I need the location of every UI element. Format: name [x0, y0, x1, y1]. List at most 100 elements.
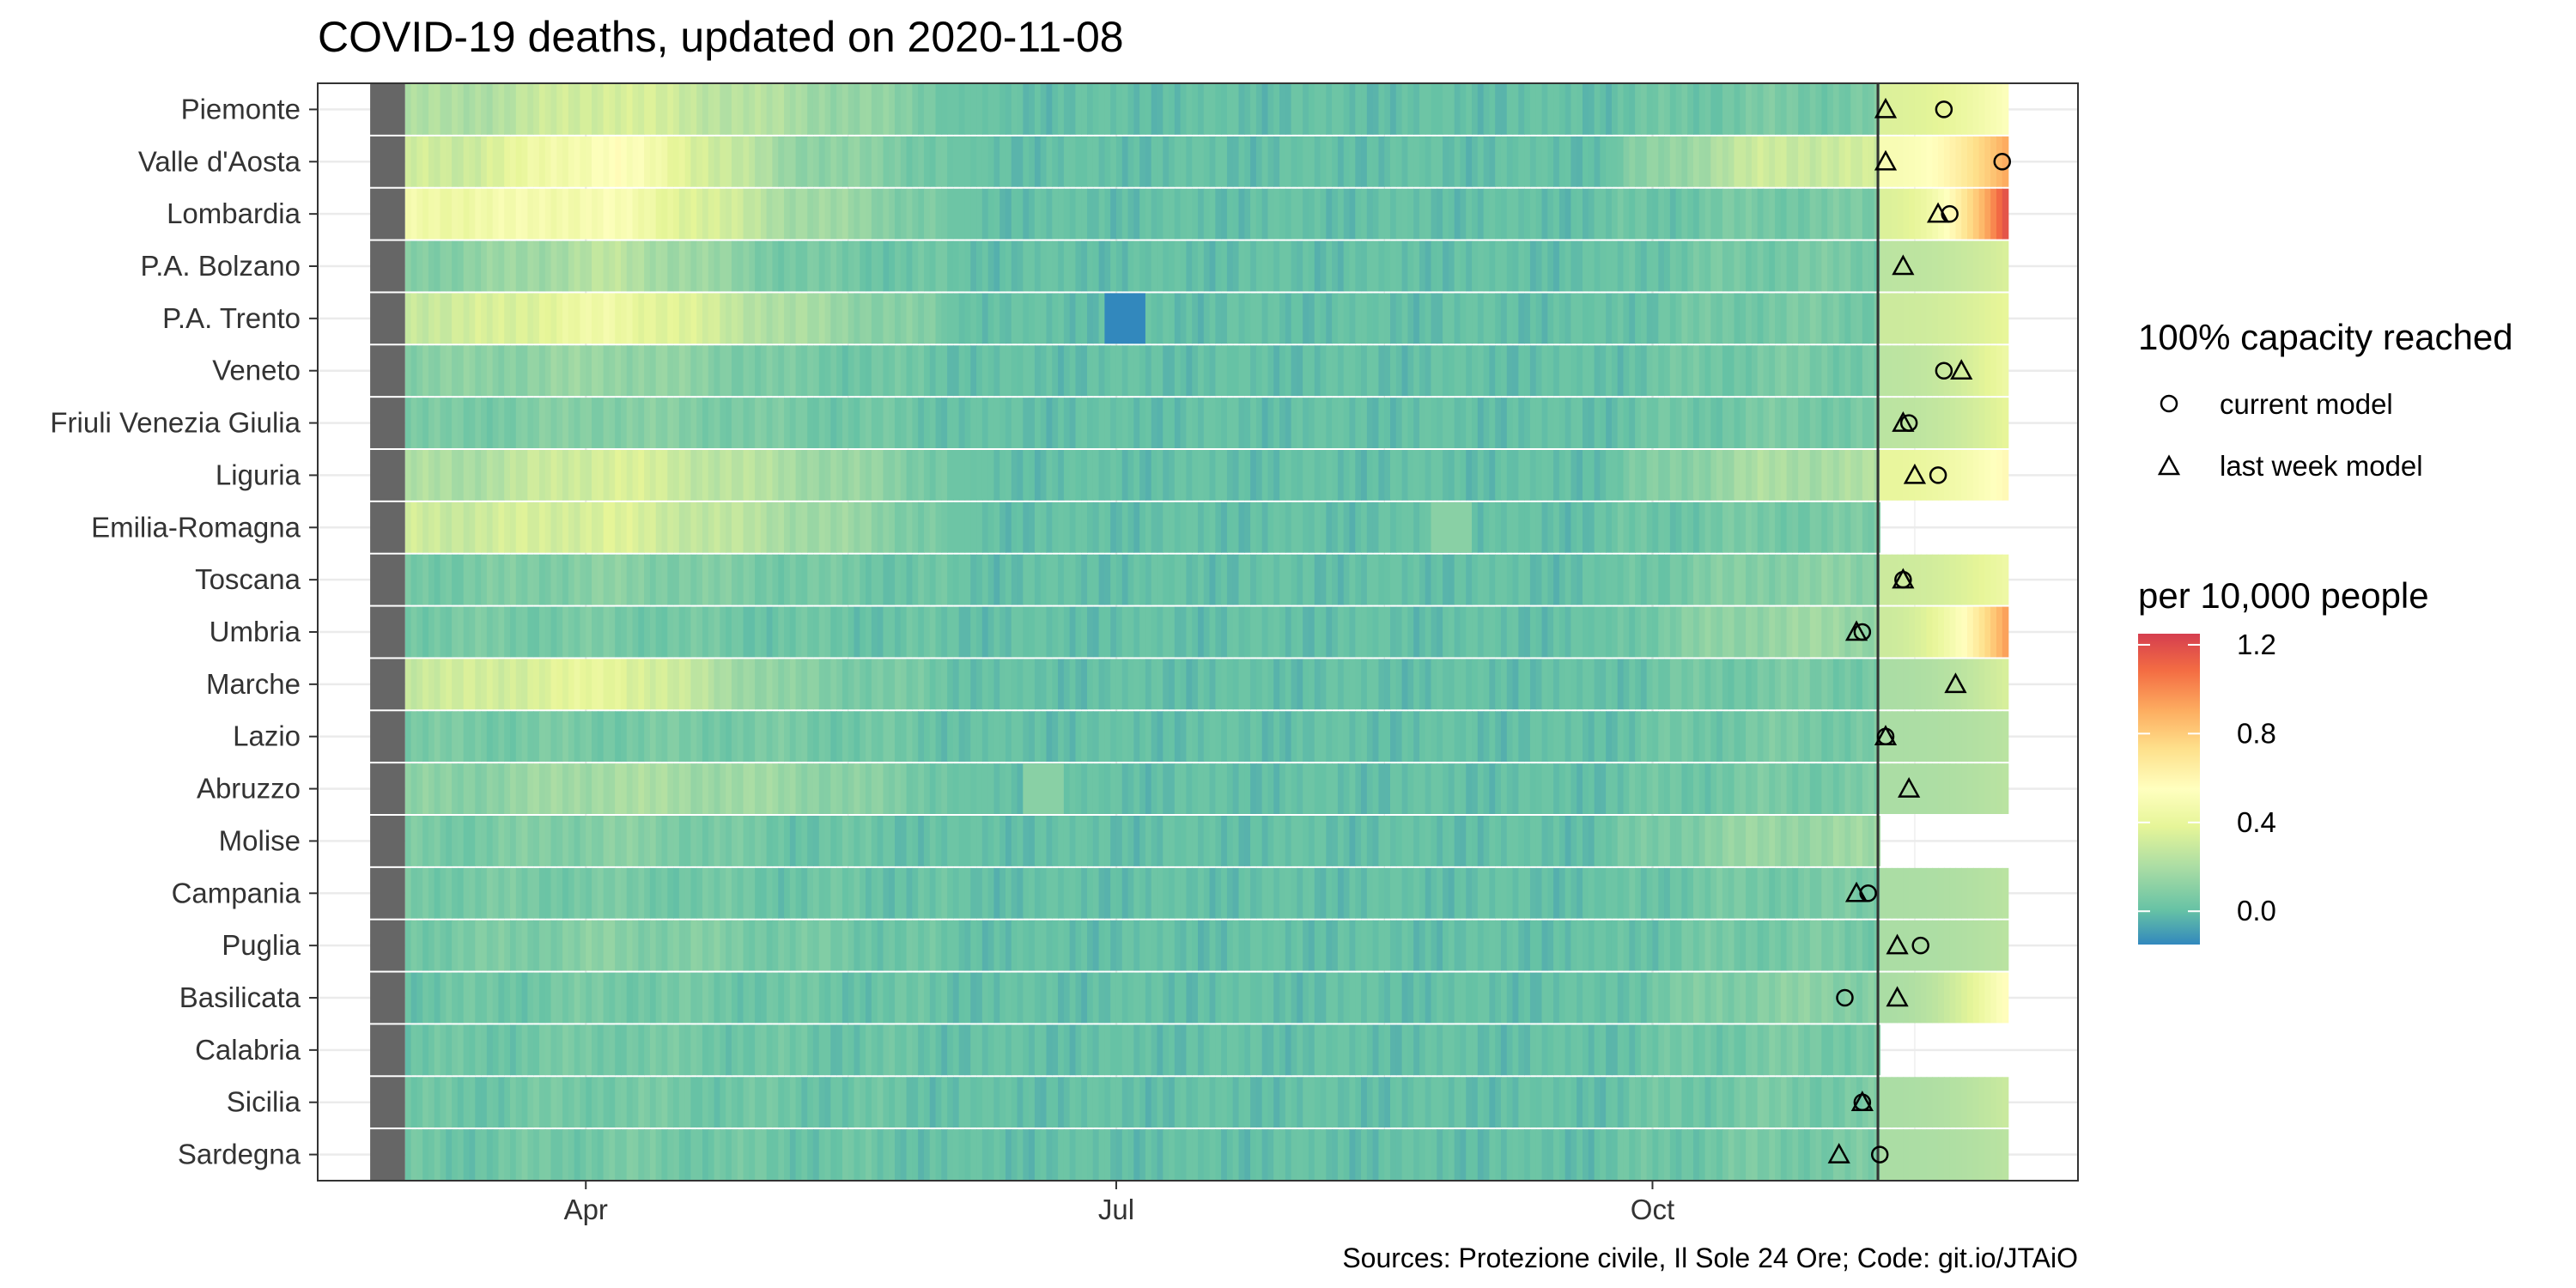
- forecast-cell: [1978, 345, 1986, 397]
- heat-cell: [410, 816, 418, 866]
- heat-cell: [533, 136, 540, 187]
- heat-cell: [1844, 606, 1852, 658]
- heat-cell: [952, 345, 960, 397]
- forecast-cell: [2002, 606, 2009, 658]
- heat-cell: [410, 240, 418, 292]
- heat-cell: [1757, 867, 1765, 919]
- heat-cell: [1226, 763, 1234, 814]
- forecast-cell: [1897, 554, 1905, 605]
- heat-cell: [1734, 398, 1741, 448]
- heat-cell: [743, 84, 750, 135]
- heat-cell: [981, 450, 989, 501]
- heat-cell: [1384, 816, 1391, 866]
- heat-cell: [481, 450, 488, 501]
- heat-cell: [1285, 972, 1292, 1024]
- heat-cell: [481, 867, 488, 919]
- heat-cell: [1553, 398, 1560, 448]
- heat-cell: [1390, 345, 1397, 397]
- forecast-cell: [1880, 136, 1886, 187]
- heat-cell: [1571, 554, 1578, 605]
- forecast-cell: [1885, 711, 1893, 762]
- heat-cell: [1798, 240, 1805, 292]
- heat-cell: [1483, 920, 1491, 971]
- heat-cell: [1460, 398, 1467, 448]
- heat-cell: [807, 84, 814, 135]
- heat-cell: [603, 867, 611, 919]
- heat-cell: [1034, 293, 1042, 344]
- heat-cell: [1366, 554, 1374, 605]
- heat-cell: [714, 293, 721, 344]
- heat-cell: [1740, 136, 1747, 187]
- heat-cell: [1775, 501, 1782, 553]
- heat-cell: [1133, 920, 1140, 971]
- heat-cell: [1803, 398, 1811, 448]
- heat-cell: [1675, 763, 1683, 814]
- heat-cell: [807, 606, 814, 658]
- heat-cell: [1868, 240, 1875, 292]
- heat-cell: [1734, 867, 1741, 919]
- heat-cell: [1232, 293, 1240, 344]
- heat-cell: [1751, 711, 1759, 762]
- forecast-cell: [1914, 659, 1922, 710]
- heat-cell: [1163, 972, 1170, 1024]
- heat-cell: [1069, 972, 1077, 1024]
- heat-cell: [1221, 920, 1228, 971]
- heat-cell: [1209, 606, 1217, 658]
- heat-cell: [1326, 554, 1333, 605]
- heat-cell: [498, 920, 506, 971]
- heat-cell: [1337, 84, 1345, 135]
- heat-cell: [941, 84, 948, 135]
- heat-cell: [1320, 972, 1327, 1024]
- heat-cell: [1063, 136, 1071, 187]
- heat-cell: [486, 345, 494, 397]
- forecast-cell: [1943, 920, 1951, 971]
- heat-cell: [1250, 763, 1257, 814]
- heat-cell: [486, 1024, 494, 1076]
- heat-cell: [1297, 554, 1303, 605]
- heat-cell: [1431, 293, 1438, 344]
- heat-cell: [410, 554, 418, 605]
- heat-cell: [1273, 398, 1280, 448]
- heat-cell: [1454, 816, 1461, 866]
- heat-cell: [731, 84, 738, 135]
- heat-cell: [720, 763, 726, 814]
- heat-cell: [1594, 398, 1601, 448]
- forecast-cell: [1897, 920, 1905, 971]
- forecast-cell: [1914, 240, 1922, 292]
- heat-cell: [556, 972, 563, 1024]
- heat-cell: [1594, 501, 1601, 553]
- forecast-cell: [1949, 188, 1957, 240]
- forecast-cell: [1943, 606, 1951, 658]
- heat-cell: [515, 345, 523, 397]
- heat-cell: [678, 293, 686, 344]
- heat-cell: [1443, 240, 1449, 292]
- heat-cell: [1337, 920, 1345, 971]
- heat-cell: [446, 293, 453, 344]
- heat-cell: [895, 659, 902, 710]
- heat-cell: [667, 920, 674, 971]
- heat-cell: [981, 920, 989, 971]
- heat-cell: [1174, 711, 1182, 762]
- heat-cell: [1518, 606, 1525, 658]
- heat-cell: [900, 763, 908, 814]
- heat-cell: [1081, 240, 1088, 292]
- heat-cell: [655, 972, 663, 1024]
- heat-cell: [1326, 450, 1333, 501]
- heat-cell: [1186, 867, 1194, 919]
- forecast-cell: [1938, 606, 1945, 658]
- heat-cell: [923, 293, 931, 344]
- heat-cell: [1180, 501, 1188, 553]
- heat-cell: [1198, 920, 1205, 971]
- heat-cell: [1303, 972, 1309, 1024]
- heat-cell: [1652, 450, 1660, 501]
- heat-cell: [1669, 867, 1677, 919]
- heat-cell: [1297, 972, 1303, 1024]
- heat-cell: [900, 554, 908, 605]
- heat-cell: [854, 763, 861, 814]
- heat-cell: [580, 240, 587, 292]
- heat-cell: [941, 972, 948, 1024]
- heat-cell: [655, 293, 663, 344]
- heat-cell: [772, 554, 780, 605]
- heat-cell: [1349, 188, 1357, 240]
- heat-cell: [964, 554, 972, 605]
